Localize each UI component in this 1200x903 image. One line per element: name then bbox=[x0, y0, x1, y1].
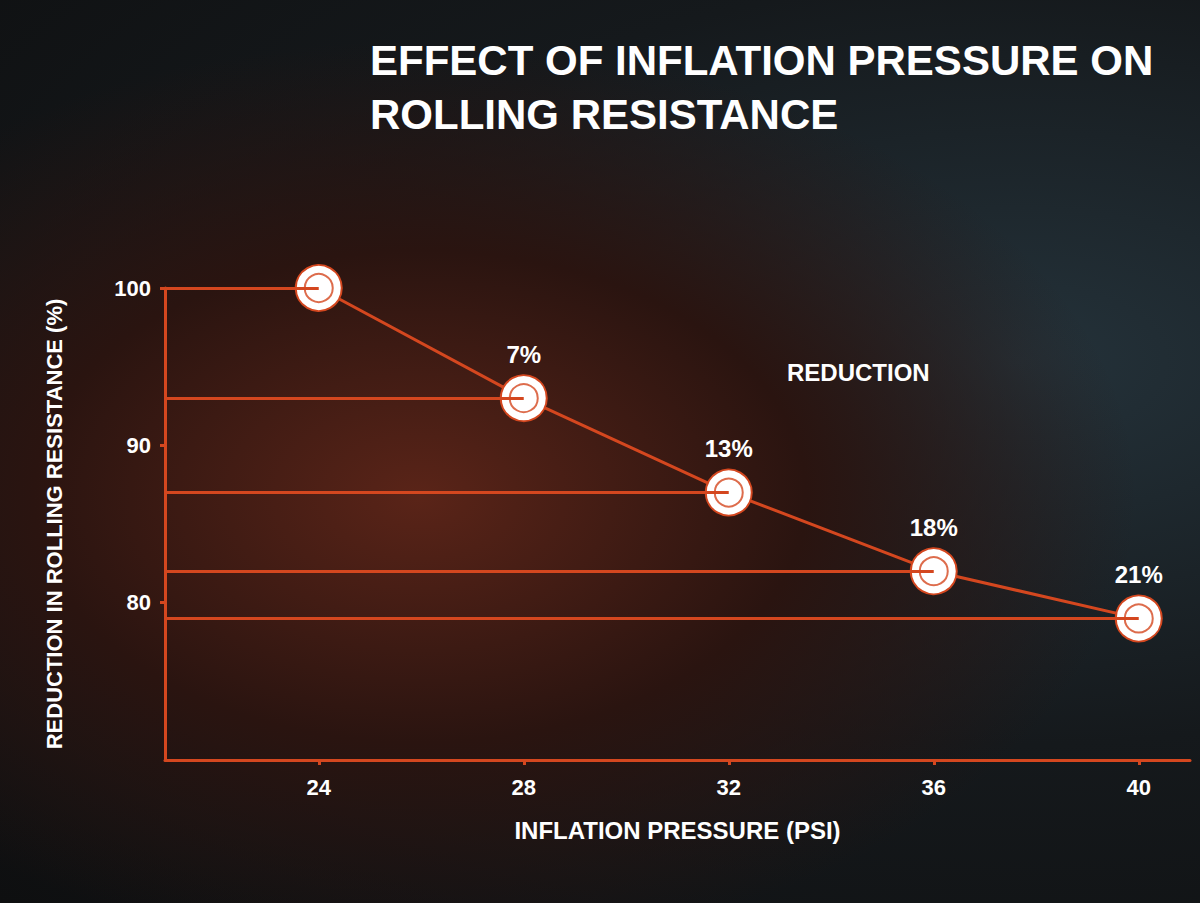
svg-text:18%: 18% bbox=[910, 514, 958, 541]
svg-text:13%: 13% bbox=[705, 435, 753, 462]
svg-text:32: 32 bbox=[717, 775, 741, 800]
svg-text:EFFECT OF INFLATION PRESSURE O: EFFECT OF INFLATION PRESSURE ON bbox=[370, 37, 1165, 84]
svg-text:ROLLING RESISTANCE: ROLLING RESISTANCE bbox=[370, 91, 838, 138]
svg-text:REDUCTION: REDUCTION bbox=[787, 359, 930, 386]
svg-text:80: 80 bbox=[127, 590, 151, 615]
svg-text:REDUCTION IN ROLLING RESISTANC: REDUCTION IN ROLLING RESISTANCE (%) bbox=[42, 299, 67, 750]
svg-text:40: 40 bbox=[1127, 775, 1151, 800]
svg-text:36: 36 bbox=[922, 775, 946, 800]
svg-text:7%: 7% bbox=[506, 341, 541, 368]
svg-text:21%: 21% bbox=[1115, 561, 1163, 588]
svg-text:INFLATION PRESSURE (PSI): INFLATION PRESSURE (PSI) bbox=[514, 817, 840, 844]
svg-text:24: 24 bbox=[307, 775, 332, 800]
svg-text:100: 100 bbox=[114, 276, 151, 301]
svg-text:90: 90 bbox=[127, 433, 151, 458]
svg-text:28: 28 bbox=[512, 775, 536, 800]
